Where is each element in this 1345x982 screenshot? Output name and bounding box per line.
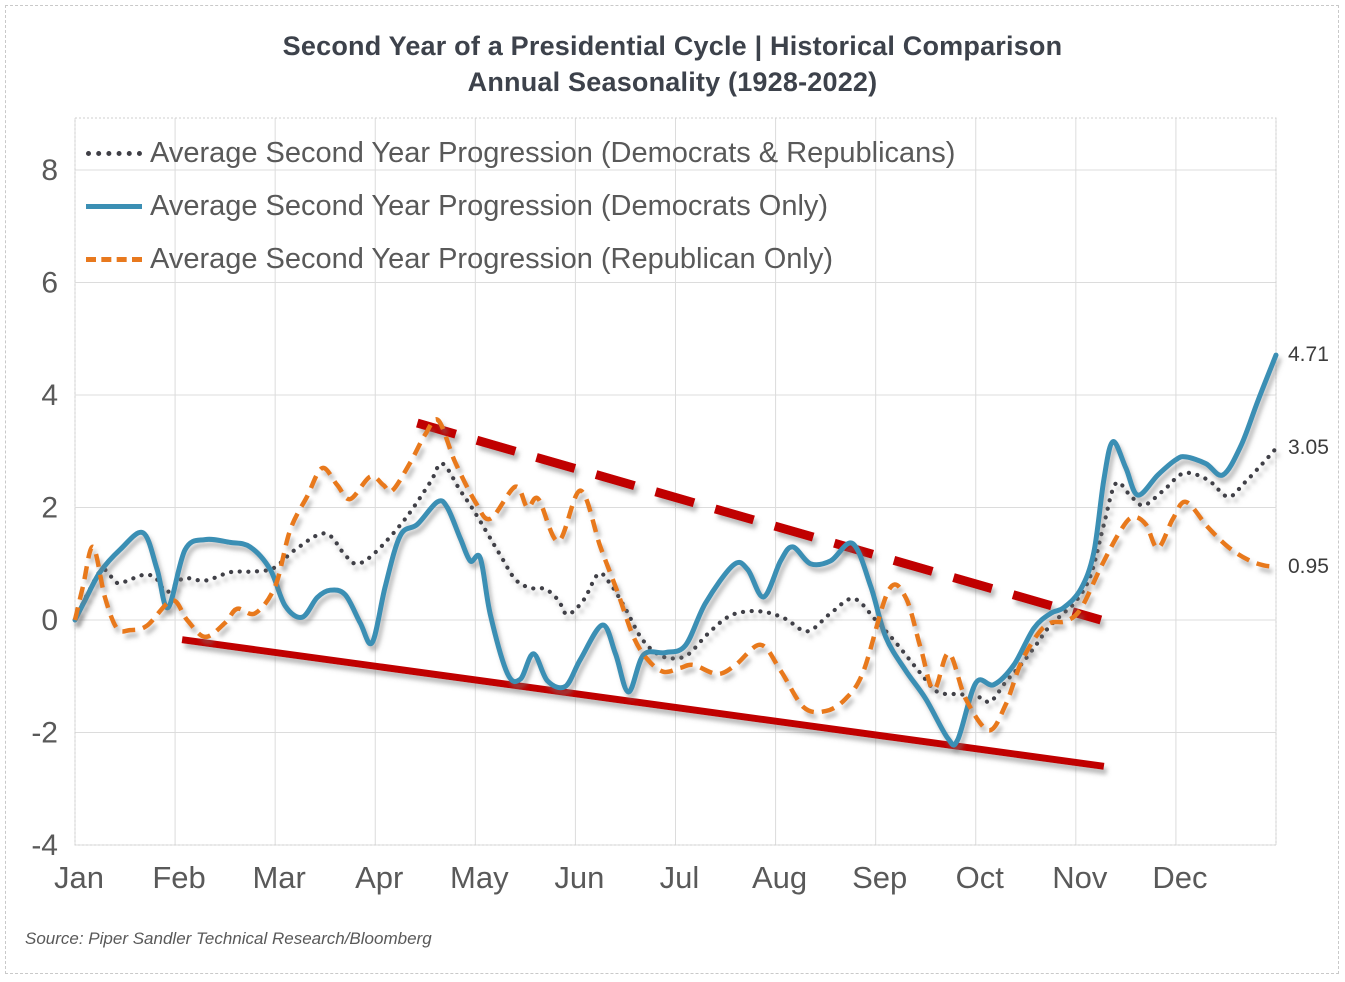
- x-axis-month-label: Jul: [660, 860, 700, 895]
- series-combined-dotted-line: [72, 446, 1279, 705]
- legend-item-combined: Average Second Year Progression (Democra…: [86, 127, 955, 180]
- end-value-label-democrats-only: 4.71: [1288, 343, 1329, 367]
- end-value-label-combined: 3.05: [1288, 436, 1329, 460]
- y-axis-tick-label: 2: [41, 492, 58, 525]
- legend-item-republicans: Average Second Year Progression (Republi…: [86, 233, 955, 286]
- y-axis-tick-label: 4: [41, 379, 58, 412]
- x-axis-month-label: Mar: [252, 860, 305, 895]
- x-axis-month-label: Jun: [554, 860, 604, 895]
- x-axis-month-label: Feb: [152, 860, 205, 895]
- x-axis-month-label: Sep: [852, 860, 907, 895]
- chart-title-line1: Second Year of a Presidential Cycle | Hi…: [282, 31, 1063, 61]
- chart-title: Second Year of a Presidential Cycle | Hi…: [0, 28, 1345, 100]
- x-axis-month-label: May: [450, 860, 509, 895]
- x-axis-month-label: Jan: [54, 860, 104, 895]
- chart-title-line2: Annual Seasonality (1928-2022): [467, 67, 878, 97]
- source-attribution: Source: Piper Sandler Technical Research…: [25, 929, 432, 948]
- legend-label-combined: Average Second Year Progression (Democra…: [150, 137, 956, 169]
- legend-label-republicans: Average Second Year Progression (Republi…: [150, 243, 833, 275]
- upper-resistance-trendline: [416, 418, 1103, 625]
- solid-line-swatch-icon: [86, 204, 142, 209]
- dashed-line-swatch-icon: [86, 257, 142, 262]
- y-axis-tick-label: 6: [41, 267, 58, 300]
- y-axis-tick-label: -2: [31, 717, 58, 750]
- x-axis-month-label: Dec: [1152, 860, 1207, 895]
- dotted-line-swatch-icon: [86, 151, 142, 156]
- x-axis-month-label: Oct: [956, 860, 1005, 895]
- series-democrats-solid-line: [72, 352, 1279, 748]
- legend-label-democrats: Average Second Year Progression (Democra…: [150, 190, 829, 222]
- series-republican-dashed-line: [72, 417, 1277, 733]
- chart-legend: Average Second Year Progression (Democra…: [86, 127, 955, 286]
- y-axis-tick-label: -4: [31, 829, 58, 862]
- y-axis-tick-label: 8: [41, 154, 58, 187]
- x-axis-month-label: Nov: [1052, 860, 1108, 895]
- x-axis-month-label: Aug: [752, 860, 807, 895]
- legend-item-democrats: Average Second Year Progression (Democra…: [86, 180, 955, 233]
- x-axis-month-label: Apr: [355, 860, 403, 895]
- y-axis-tick-label: 0: [41, 604, 58, 637]
- end-value-label-republican-only: 0.95: [1288, 554, 1329, 578]
- plot-border: [74, 117, 1277, 846]
